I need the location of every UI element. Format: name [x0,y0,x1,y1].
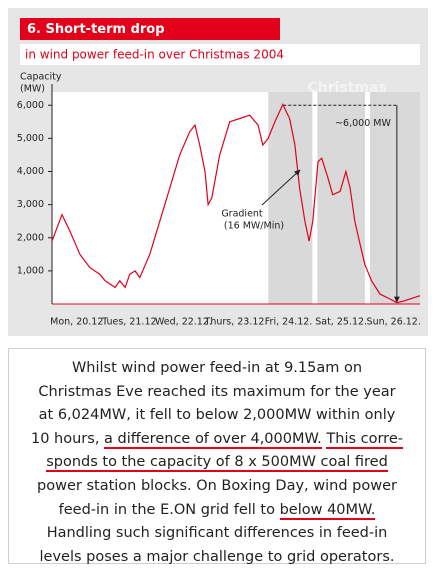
data-line [51,103,421,304]
y-axis-label: Capacity [20,72,62,83]
text: Handling such significant differences in… [46,525,388,542]
x-tick-label: Wed, 22.12. [155,317,212,328]
text-line: Whilst wind power feed-in at 9.15am on [9,357,425,381]
underlined-text: sponds to the capacity of 8 x 500MW coal… [46,454,388,473]
text: at 6,024MW, it fell to below 2,000MW wit… [38,407,396,424]
y-tick-label: 5,000 [17,133,44,144]
drop-label: ~6,000 MW [335,118,391,129]
y-tick-label: 4,000 [17,166,44,177]
text: 10 hours, [31,430,105,447]
highlight-label: Christmas [307,80,386,96]
highlight-region [268,92,420,304]
text: Christmas Eve reached its maximum for th… [38,383,396,400]
day-separator [364,92,370,304]
x-tick-label: Thurs, 23.12. [204,317,268,328]
subtitle-band [20,44,420,65]
text: feed-in in the E.ON grid fell to [58,501,280,518]
x-tick-label: Mon, 20.12. [50,317,106,328]
y-axis-label: (MW) [20,84,45,95]
x-tick-label: Fri, 24.12. [265,317,313,328]
text-line: sponds to the capacity of 8 x 500MW coal… [9,451,425,475]
x-tick-label: Sun, 26.12. [367,317,421,328]
text-line: power station blocks. On Boxing Day, win… [9,475,425,499]
chart-title: 6. Short-term drop [27,22,165,37]
text: levels poses a major challenge to grid o… [39,548,395,565]
text-line: Christmas Eve reached its maximum for th… [9,381,425,405]
text: Whilst wind power feed-in at 9.15am on [71,360,363,376]
gradient-label: (16 MW/Min) [224,221,284,232]
text-line: Handling such significant differences in… [9,522,425,546]
text-line: 10 hours, a difference of over 4,000MW. … [9,428,425,452]
y-tick-label: 6,000 [17,100,44,111]
text-box: Whilst wind power feed-in at 9.15am on Ch… [8,348,426,565]
y-tick-label: 2,000 [17,232,44,243]
chart-subtitle: in wind power feed-in over Christmas 200… [25,48,284,62]
title-box [20,18,280,40]
gradient-arrow [261,169,301,206]
chart: 6. Short-term drop in wind power feed-in… [8,8,428,336]
text-line: levels poses a major challenge to grid o… [9,546,425,570]
underlined-text: This corre- [326,430,403,449]
x-tick-label: Tues, 21.12. [101,317,159,328]
gradient-label: Gradient [221,209,263,220]
y-tick-label: 1,000 [17,265,44,276]
text-line: feed-in in the E.ON grid fell to below 4… [9,499,425,523]
text: power station blocks. On Boxing Day, win… [37,477,397,494]
underlined-text: a difference of over 4,000MW. [104,430,322,449]
y-tick-label: 3,000 [17,199,44,210]
text-line: at 6,024MW, it fell to below 2,000MW wit… [9,404,425,428]
x-tick-label: Sat, 25.12. [315,317,367,328]
underlined-text: below 40MW. [279,501,376,520]
